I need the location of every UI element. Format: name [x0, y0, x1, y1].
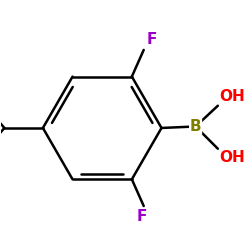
Text: OH: OH	[219, 89, 245, 104]
Text: B: B	[190, 119, 202, 134]
Text: F: F	[137, 209, 147, 224]
Text: F: F	[147, 32, 157, 47]
Text: OH: OH	[219, 150, 245, 165]
